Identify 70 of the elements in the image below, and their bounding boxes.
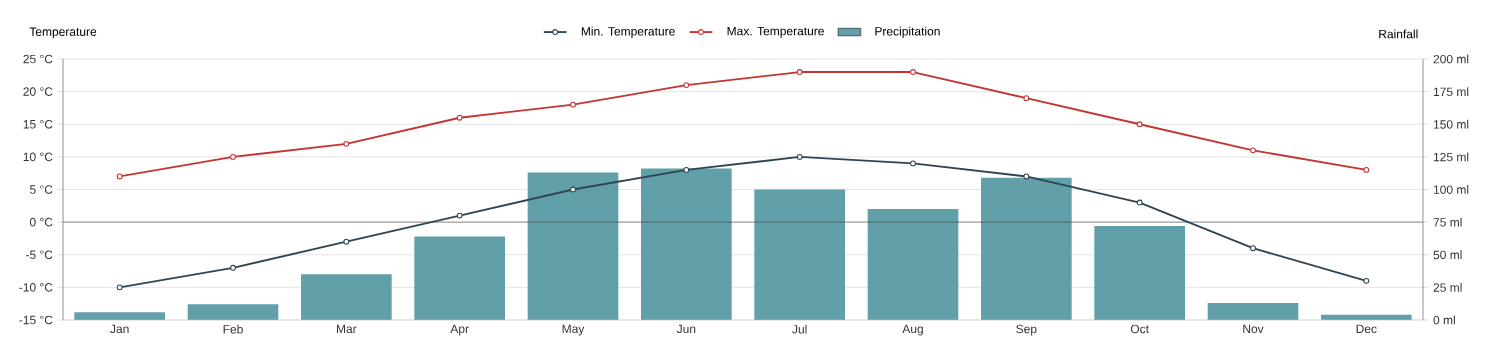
y2-tick-label: 75 ml (1433, 217, 1462, 227)
bar (754, 189, 845, 320)
x-tick-label: Sep (1016, 324, 1037, 336)
bar (981, 177, 1072, 320)
point (1023, 95, 1030, 102)
point (796, 69, 803, 75)
point (796, 153, 803, 160)
point (683, 82, 690, 89)
y2-tick-label: 25 ml (1433, 282, 1462, 292)
bar (74, 312, 165, 320)
bar (867, 209, 959, 320)
point (230, 264, 236, 271)
y-tick-label: -10 °C (19, 283, 53, 292)
legend-label: Min. Temperature (581, 26, 675, 38)
y-tick-label: -15 °C (19, 315, 53, 325)
y2-tick-label: 100 ml (1433, 185, 1469, 194)
point (230, 153, 236, 160)
y2-tick-label: 0 ml (1433, 315, 1455, 325)
y-tick-label: 15 °C (23, 120, 53, 129)
point (910, 160, 916, 167)
y2-tick-label: 150 ml (1433, 119, 1469, 129)
point (1023, 173, 1030, 180)
x-tick-label: Dec (1356, 324, 1377, 334)
point (116, 284, 123, 291)
point (1363, 277, 1370, 284)
y2-tick-label: 175 ml (1433, 87, 1469, 97)
legend-label: Max. Temperature (727, 26, 824, 38)
x-tick-label: Jun (676, 324, 696, 334)
bar (1094, 226, 1185, 320)
point (683, 166, 690, 173)
y2-tick-label: 50 ml (1433, 250, 1462, 260)
x-tick-label: Mar (336, 324, 357, 334)
y-tick-label: -5 °C (26, 250, 53, 260)
x-tick-label: Feb (223, 324, 243, 334)
point (343, 140, 350, 147)
bar (527, 172, 619, 320)
point (1136, 121, 1143, 128)
y-tick-label: 0 °C (29, 217, 53, 227)
bar (641, 168, 732, 320)
bar (1207, 303, 1299, 320)
point (456, 114, 463, 121)
point (570, 101, 576, 108)
point (1250, 147, 1256, 154)
y-tick-label: 10 °C (23, 152, 53, 162)
point (456, 212, 463, 219)
point (910, 69, 916, 75)
point (570, 186, 576, 193)
bar (414, 236, 505, 320)
bar (187, 304, 279, 320)
x-tick-label: Oct (1130, 324, 1149, 334)
point (1250, 245, 1256, 252)
x-tick-label: Aug (902, 324, 923, 336)
point (116, 173, 123, 180)
y-tick-label: 20 °C (23, 87, 53, 96)
x-tick-label: Nov (1243, 324, 1264, 334)
point (1136, 199, 1143, 206)
y2-tick-label: 125 ml (1433, 152, 1469, 162)
y-tick-label: 25 °C (23, 54, 53, 64)
point (343, 238, 350, 245)
y-axis-title: Temperature (29, 27, 97, 39)
x-tick-label: Jul (792, 324, 807, 334)
point (1363, 166, 1370, 173)
y-tick-label: 5 °C (29, 185, 53, 194)
x-tick-label: Jan (110, 324, 129, 334)
y2-axis-title: Rainfall (1379, 29, 1418, 39)
y2-tick-label: 200 ml (1433, 54, 1469, 64)
legend-label: Precipitation (875, 26, 940, 38)
bar (301, 274, 392, 320)
x-tick-label: Apr (450, 324, 469, 336)
x-tick-label: May (562, 324, 585, 336)
